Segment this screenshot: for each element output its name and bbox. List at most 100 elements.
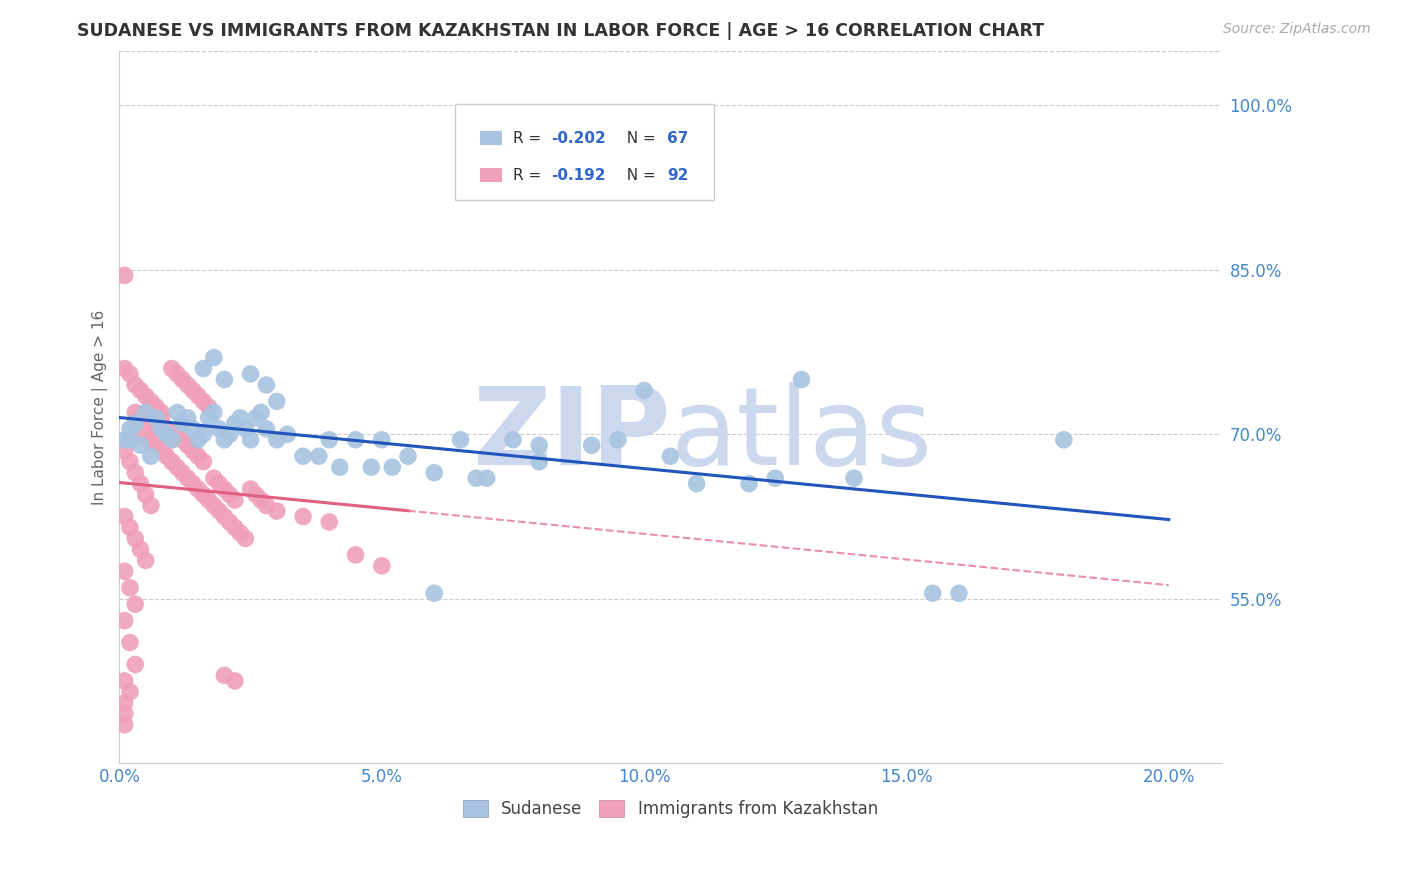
Point <box>118 520 141 534</box>
Text: 67: 67 <box>666 131 689 145</box>
Point <box>118 635 141 649</box>
Point <box>124 417 146 431</box>
Point <box>308 449 330 463</box>
Point <box>181 443 204 458</box>
Point <box>114 361 136 376</box>
Text: ZIP: ZIP <box>472 383 671 489</box>
Point <box>266 504 288 518</box>
Point <box>465 471 488 485</box>
Point <box>1053 433 1076 447</box>
Point <box>181 422 204 436</box>
Point <box>318 515 340 529</box>
Point <box>450 433 472 447</box>
Point <box>114 696 136 710</box>
Text: R =: R = <box>513 168 551 183</box>
Point <box>214 668 236 682</box>
Point <box>790 372 813 386</box>
Point <box>139 499 162 513</box>
Point <box>208 422 231 436</box>
Point <box>160 455 183 469</box>
Point <box>193 361 215 376</box>
Point <box>276 427 298 442</box>
Point <box>172 372 194 386</box>
Point <box>318 433 340 447</box>
Point <box>118 367 141 381</box>
Point <box>129 542 152 557</box>
Point <box>329 460 352 475</box>
Point <box>193 394 215 409</box>
Point <box>124 657 146 672</box>
Text: N =: N = <box>617 168 661 183</box>
Point <box>202 351 225 365</box>
Point <box>150 410 173 425</box>
Point <box>659 449 682 463</box>
Point <box>160 361 183 376</box>
Point <box>218 427 240 442</box>
Point <box>245 487 267 501</box>
Text: atlas: atlas <box>671 383 932 489</box>
Point <box>156 427 179 442</box>
Point <box>214 482 236 496</box>
Point <box>114 718 136 732</box>
Point <box>224 520 246 534</box>
Legend: Sudanese, Immigrants from Kazakhstan: Sudanese, Immigrants from Kazakhstan <box>454 791 886 826</box>
Bar <box>479 168 502 182</box>
Point <box>371 433 394 447</box>
Point <box>139 433 162 447</box>
Text: R =: R = <box>513 131 551 145</box>
Point <box>197 400 219 414</box>
Point <box>156 422 179 436</box>
Point <box>254 378 277 392</box>
Point <box>124 378 146 392</box>
Point <box>202 405 225 419</box>
Point <box>181 384 204 398</box>
Point <box>202 499 225 513</box>
Text: N =: N = <box>617 131 661 145</box>
Point <box>135 553 157 567</box>
Point <box>176 471 198 485</box>
Point <box>224 493 246 508</box>
Point <box>114 564 136 578</box>
Point <box>135 427 157 442</box>
Point <box>139 449 162 463</box>
FancyBboxPatch shape <box>456 104 714 201</box>
Point <box>114 509 136 524</box>
Point <box>208 504 231 518</box>
Point <box>581 438 603 452</box>
Point <box>187 449 209 463</box>
Point <box>360 460 382 475</box>
Point <box>527 455 550 469</box>
Text: SUDANESE VS IMMIGRANTS FROM KAZAKHSTAN IN LABOR FORCE | AGE > 16 CORRELATION CHA: SUDANESE VS IMMIGRANTS FROM KAZAKHSTAN I… <box>77 22 1045 40</box>
Point <box>176 378 198 392</box>
Point <box>250 493 273 508</box>
Point <box>214 433 236 447</box>
Y-axis label: In Labor Force | Age > 16: In Labor Force | Age > 16 <box>93 310 108 505</box>
Point <box>229 525 252 540</box>
Point <box>606 433 628 447</box>
Point <box>738 476 761 491</box>
Point <box>176 438 198 452</box>
Point <box>114 433 136 447</box>
Point <box>139 394 162 409</box>
Point <box>187 433 209 447</box>
Point <box>763 471 786 485</box>
Point <box>948 586 970 600</box>
Text: 92: 92 <box>666 168 689 183</box>
Point <box>129 438 152 452</box>
Point <box>235 532 257 546</box>
Point <box>633 384 655 398</box>
Point <box>214 509 236 524</box>
Point <box>114 268 136 283</box>
Point <box>118 455 141 469</box>
Point <box>160 433 183 447</box>
Point <box>224 673 246 688</box>
Point <box>292 449 315 463</box>
Point <box>193 455 215 469</box>
Point <box>229 410 252 425</box>
Point <box>344 548 367 562</box>
Point <box>114 443 136 458</box>
Point <box>187 389 209 403</box>
Point <box>197 493 219 508</box>
Point <box>371 558 394 573</box>
Point <box>124 466 146 480</box>
